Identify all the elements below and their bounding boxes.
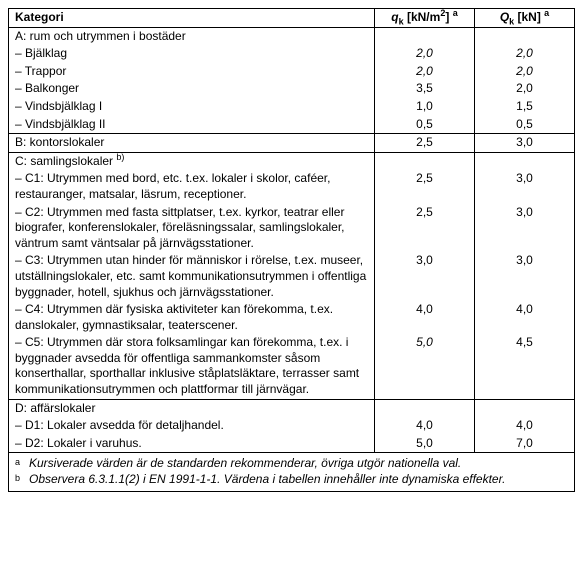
cell-label: – C3: Utrymmen utan hinder för människor… (9, 252, 375, 301)
cell-qk: 5,0 (375, 334, 475, 399)
cell-qk: 2,5 (375, 204, 475, 253)
col-header-kategori: Kategori (9, 9, 375, 28)
load-categories-table: Kategori qk [kN/m2] a Qk [kN] a A: rum o… (8, 8, 575, 492)
cell-qk: 0,5 (375, 116, 475, 134)
cell-label: – D1: Lokaler avsedda för detaljhandel. (9, 417, 375, 435)
table-row: A: rum och utrymmen i bostäder (9, 27, 575, 45)
cell-Qk: 3,0 (475, 134, 575, 153)
cell-label: A: rum och utrymmen i bostäder (9, 27, 375, 45)
table-row: – C5: Utrymmen där stora folksamlingar k… (9, 334, 575, 399)
footnote: bObservera 6.3.1.1(2) i EN 1991-1-1. Vär… (15, 472, 568, 488)
cell-label: – D2: Lokaler i varuhus. (9, 435, 375, 453)
cell-qk: 2,5 (375, 170, 475, 203)
cell-Qk (475, 27, 575, 45)
table-row: – Trappor2,02,0 (9, 63, 575, 81)
cell-qk: 2,5 (375, 134, 475, 153)
cell-Qk: 4,0 (475, 301, 575, 334)
cell-qk: 4,0 (375, 417, 475, 435)
cell-qk (375, 27, 475, 45)
footnote: aKursiverade värden är de standarden rek… (15, 456, 568, 472)
cell-label: D: affärslokaler (9, 399, 375, 417)
footnote-text: Observera 6.3.1.1(2) i EN 1991-1-1. Värd… (29, 472, 568, 488)
table-row: – D1: Lokaler avsedda för detaljhandel.4… (9, 417, 575, 435)
footnote-marker: a (15, 456, 29, 472)
table-row: – Vindsbjälklag II0,50,5 (9, 116, 575, 134)
cell-Qk: 3,0 (475, 204, 575, 253)
cell-qk (375, 399, 475, 417)
cell-qk (375, 152, 475, 170)
cell-qk: 3,5 (375, 80, 475, 98)
table-row: – D2: Lokaler i varuhus.5,07,0 (9, 435, 575, 453)
cell-Qk: 2,0 (475, 45, 575, 63)
table-row: C: samlingslokaler b) (9, 152, 575, 170)
cell-label: – C1: Utrymmen med bord, etc. t.ex. loka… (9, 170, 375, 203)
table-row: – C2: Utrymmen med fasta sittplatser, t.… (9, 204, 575, 253)
cell-Qk: 0,5 (475, 116, 575, 134)
cell-label: – Balkonger (9, 80, 375, 98)
cell-label: C: samlingslokaler b) (9, 152, 375, 170)
table-row: – Balkonger3,52,0 (9, 80, 575, 98)
cell-label: – C4: Utrymmen där fysiska aktiviteter k… (9, 301, 375, 334)
cell-label: – C5: Utrymmen där stora folksamlingar k… (9, 334, 375, 399)
cell-Qk (475, 152, 575, 170)
table-row: – C3: Utrymmen utan hinder för människor… (9, 252, 575, 301)
cell-label: – Vindsbjälklag I (9, 98, 375, 116)
table-row: D: affärslokaler (9, 399, 575, 417)
table-header-row: Kategori qk [kN/m2] a Qk [kN] a (9, 9, 575, 28)
table-row: – Bjälklag2,02,0 (9, 45, 575, 63)
table-row: – Vindsbjälklag I1,01,5 (9, 98, 575, 116)
cell-qk: 5,0 (375, 435, 475, 453)
cell-Qk: 2,0 (475, 80, 575, 98)
footnote-marker: b (15, 472, 29, 488)
cell-Qk: 7,0 (475, 435, 575, 453)
table-row: – C1: Utrymmen med bord, etc. t.ex. loka… (9, 170, 575, 203)
cell-Qk: 3,0 (475, 170, 575, 203)
cell-qk: 2,0 (375, 45, 475, 63)
col-header-Qk: Qk [kN] a (475, 9, 575, 28)
cell-label: – C2: Utrymmen med fasta sittplatser, t.… (9, 204, 375, 253)
cell-Qk: 1,5 (475, 98, 575, 116)
table-row: – C4: Utrymmen där fysiska aktiviteter k… (9, 301, 575, 334)
cell-label: – Bjälklag (9, 45, 375, 63)
cell-label: – Vindsbjälklag II (9, 116, 375, 134)
cell-Qk: 4,5 (475, 334, 575, 399)
cell-qk: 2,0 (375, 63, 475, 81)
cell-Qk: 3,0 (475, 252, 575, 301)
table-row: B: kontorslokaler2,53,0 (9, 134, 575, 153)
col-header-qk: qk [kN/m2] a (375, 9, 475, 28)
footnotes-row: aKursiverade värden är de standarden rek… (9, 453, 575, 491)
cell-Qk: 2,0 (475, 63, 575, 81)
footnote-text: Kursiverade värden är de standarden reko… (29, 456, 568, 472)
cell-qk: 4,0 (375, 301, 475, 334)
cell-qk: 3,0 (375, 252, 475, 301)
cell-Qk: 4,0 (475, 417, 575, 435)
footnotes-cell: aKursiverade värden är de standarden rek… (9, 453, 575, 491)
cell-qk: 1,0 (375, 98, 475, 116)
cell-label: – Trappor (9, 63, 375, 81)
cell-Qk (475, 399, 575, 417)
cell-label: B: kontorslokaler (9, 134, 375, 153)
